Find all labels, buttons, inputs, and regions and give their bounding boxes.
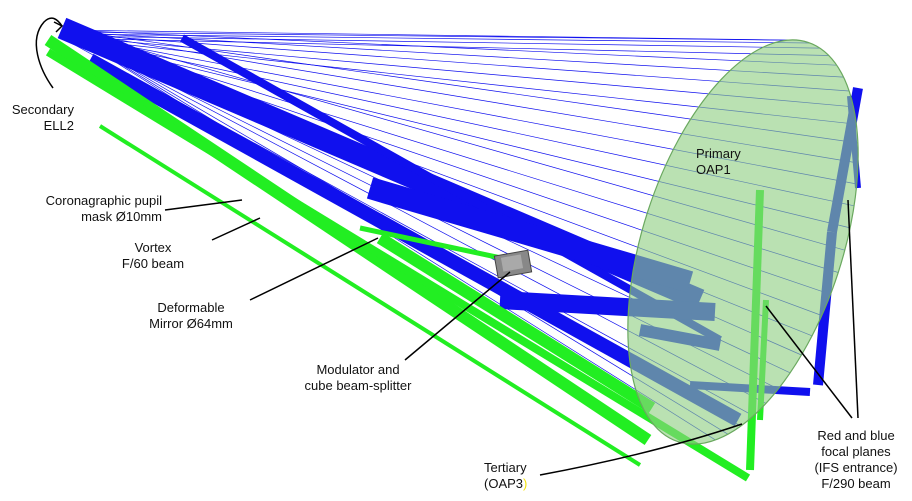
label-tertiary-line2: (OAP3) (484, 476, 564, 492)
label-vortex: Vortex F/60 beam (110, 240, 196, 272)
leader-deformable (249, 237, 379, 301)
annotation-leaders (35, 17, 859, 476)
label-focal-line4: F/290 beam (821, 476, 891, 491)
leader-focal-left (765, 305, 853, 419)
label-tertiary: Tertiary (OAP3) (484, 460, 564, 492)
leader-modulator (404, 271, 511, 361)
leader-vortex (211, 217, 261, 241)
label-deformable-line1: Deformable (157, 300, 225, 315)
thin-ray (61, 29, 788, 41)
thin-ray (64, 29, 837, 66)
thin-ray (64, 31, 800, 41)
label-tertiary-line2-main: (OAP3 (484, 476, 524, 491)
label-coronagraphic: Coronagraphic pupil mask Ø10mm (2, 193, 162, 225)
label-primary-line1: Primary (696, 146, 741, 161)
green-beam-lower (45, 48, 751, 482)
green-beam-secondary (44, 35, 652, 445)
label-secondary: Secondary ELL2 (4, 102, 74, 134)
thin-ray (67, 31, 844, 78)
leader-focal-right (847, 199, 859, 419)
primary-mirror (627, 39, 859, 445)
leader-secondary (35, 17, 63, 89)
label-primary-line2: OAP1 (696, 162, 731, 177)
label-focal-line1: Red and blue (817, 428, 895, 443)
label-coronagraphic-line2: mask Ø10mm (81, 209, 162, 224)
arrow-secondary (53, 21, 64, 33)
label-modulator-line2: cube beam-splitter (304, 378, 412, 393)
label-deformable-line2: Mirror Ø64mm (149, 316, 233, 331)
label-focal-planes: Red and blue focal planes (IFS entrance)… (800, 428, 912, 492)
label-secondary-line2: ELL2 (43, 118, 74, 133)
green-beam-dm (376, 232, 656, 414)
label-focal-line3: (IFS entrance) (814, 460, 898, 475)
label-tertiary-line2-paren: ) (523, 476, 528, 491)
label-deformable: Deformable Mirror Ø64mm (132, 300, 250, 332)
green-beam-vortex (98, 124, 642, 467)
label-vortex-line1: Vortex (134, 240, 172, 255)
label-tertiary-line1: Tertiary (484, 460, 527, 475)
leader-coronagraphic (164, 199, 243, 211)
leader-tertiary (539, 423, 743, 476)
label-secondary-line1: Secondary (11, 102, 74, 117)
label-modulator: Modulator and cube beam-splitter (284, 362, 432, 394)
label-primary: Primary OAP1 (696, 146, 766, 178)
label-coronagraphic-line1: Coronagraphic pupil (45, 193, 162, 208)
thin-ray (61, 37, 829, 56)
green-beam-mod (359, 225, 521, 265)
thin-ray (70, 35, 820, 49)
modulator-cube (493, 249, 533, 279)
label-modulator-line1: Modulator and (316, 362, 400, 377)
label-focal-line2: focal planes (821, 444, 891, 459)
label-vortex-line2: F/60 beam (121, 256, 185, 271)
